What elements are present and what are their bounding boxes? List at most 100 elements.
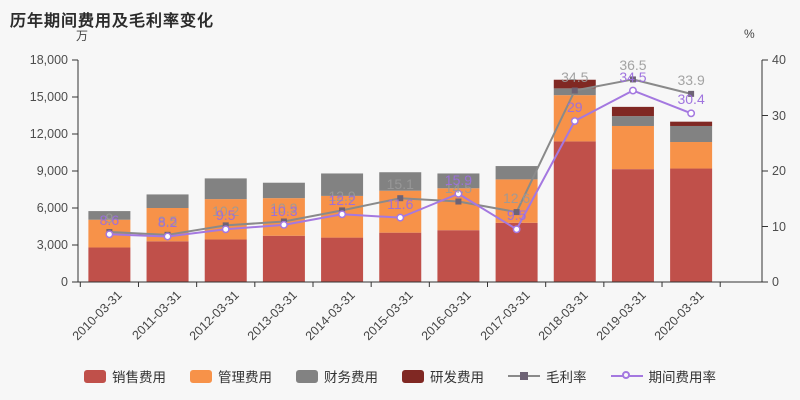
legend-swatch-icon	[296, 369, 318, 383]
legend-item-管理费用[interactable]: 管理费用	[190, 366, 272, 386]
legend-label: 毛利率	[546, 370, 587, 385]
bar-segment-管理费用[interactable]	[670, 142, 713, 169]
value-label-期间费用率: 10.3	[270, 202, 298, 219]
legend-item-研发费用[interactable]: 研发费用	[402, 366, 484, 386]
bar-segment-管理费用[interactable]	[262, 198, 305, 236]
bar-segment-财务费用[interactable]	[670, 125, 713, 143]
legend-label: 管理费用	[218, 370, 272, 385]
bar-segment-销售费用[interactable]	[321, 237, 364, 282]
bar-segment-销售费用[interactable]	[670, 168, 713, 282]
bar-segment-财务费用[interactable]	[321, 173, 364, 196]
right-axis-tick-label: 0	[772, 275, 779, 289]
value-label-毛利率: 33.9	[677, 71, 705, 88]
left-axis-tick-label: 18,000	[29, 53, 68, 67]
legend-swatch-icon	[402, 369, 424, 383]
legend-label: 期间费用率	[648, 370, 717, 385]
expense-ratio-marker	[338, 210, 347, 219]
gross-margin-marker	[629, 76, 636, 83]
gross-margin-marker	[455, 198, 462, 205]
legend-item-财务费用[interactable]: 财务费用	[296, 366, 378, 386]
left-axis-tick-label: 0	[61, 275, 68, 289]
value-label-毛利率: 10.9	[270, 199, 298, 216]
value-label-期间费用率: 8.2	[157, 214, 178, 231]
legend-item-毛利率[interactable]: 毛利率	[508, 366, 587, 386]
value-label-毛利率: 10.2	[212, 203, 240, 220]
left-axis-unit: 万	[75, 29, 88, 43]
bar-segment-财务费用[interactable]	[262, 182, 305, 199]
chart-title: 历年期间费用及毛利率变化	[10, 13, 215, 30]
value-label-期间费用率: 34.5	[619, 68, 647, 85]
bar-segment-财务费用[interactable]	[204, 178, 247, 200]
value-label-毛利率: 12.9	[328, 188, 356, 205]
legend-item-销售费用[interactable]: 销售费用	[84, 366, 166, 386]
right-axis-tick-label: 10	[772, 219, 786, 234]
bar-segment-管理费用[interactable]	[611, 125, 654, 170]
bar-segment-销售费用[interactable]	[146, 241, 189, 282]
bar-segment-研发费用[interactable]	[670, 121, 713, 126]
bar-segment-销售费用[interactable]	[88, 247, 131, 282]
expense-ratio-marker	[279, 220, 288, 229]
value-label-毛利率: 34.5	[561, 68, 589, 85]
value-label-期间费用率: 9.5	[215, 207, 236, 224]
value-label-毛利率: 8.5	[157, 212, 178, 229]
bar-segment-财务费用[interactable]	[495, 166, 538, 180]
value-label-毛利率: 15.1	[386, 176, 414, 193]
value-label-毛利率: 14.5	[444, 179, 473, 196]
right-axis-tick-label: 40	[772, 53, 786, 67]
legend-line-square-icon	[508, 369, 540, 383]
right-axis-tick-label: 20	[772, 164, 786, 178]
bar-segment-财务费用[interactable]	[611, 116, 654, 126]
expense-ratio-marker	[512, 225, 521, 234]
value-label-毛利率: 36.5	[619, 57, 647, 74]
expense-ratio-marker	[396, 213, 405, 222]
value-label-期间费用率: 15.9	[444, 171, 473, 188]
legend-label: 财务费用	[324, 370, 378, 385]
expense-ratio-marker	[628, 86, 637, 95]
bar-segment-销售费用[interactable]	[437, 230, 480, 282]
gross-margin-marker	[397, 195, 404, 202]
left-axis-tick-label: 12,000	[29, 127, 68, 141]
gross-margin-marker	[513, 209, 520, 216]
legend-item-期间费用率[interactable]: 期间费用率	[610, 366, 717, 386]
value-label-期间费用率: 8.6	[99, 212, 120, 229]
value-label-期间费用率: 12.2	[328, 192, 356, 209]
expense-ratio-marker	[163, 232, 172, 241]
bar-segment-财务费用[interactable]	[88, 211, 131, 220]
left-axis-tick-label: 3,000	[36, 238, 68, 252]
plot-area	[72, 59, 768, 287]
value-label-期间费用率: 9.5	[506, 207, 527, 224]
expense-ratio-marker	[454, 189, 463, 198]
expense-ratio-marker	[687, 109, 696, 118]
bar-segment-财务费用[interactable]	[379, 172, 422, 191]
legend-line-circle-icon	[610, 369, 643, 383]
value-label-期间费用率: 29	[566, 99, 583, 116]
left-axis-tick-label: 15,000	[29, 90, 68, 104]
right-axis-tick-label: 30	[772, 108, 786, 123]
legend: 销售费用 管理费用 财务费用 研发费用 毛利率 期间费用率	[0, 366, 800, 386]
legend-label: 研发费用	[430, 370, 484, 385]
value-label-期间费用率: 11.6	[387, 195, 414, 212]
gross-margin-marker	[571, 87, 578, 94]
bar-segment-销售费用[interactable]	[379, 232, 422, 282]
value-label-毛利率: 12.6	[502, 190, 531, 207]
bar-segment-销售费用[interactable]	[262, 235, 305, 282]
bar-segment-销售费用[interactable]	[611, 169, 654, 282]
left-axis-tick-label: 9,000	[36, 164, 68, 178]
legend-swatch-icon	[190, 369, 212, 383]
value-label-毛利率: 9	[105, 210, 114, 227]
bar-segment-销售费用[interactable]	[204, 239, 247, 282]
bar-segment-研发费用[interactable]	[553, 79, 596, 89]
expense-ratio-marker	[105, 230, 114, 239]
value-label-期间费用率: 30.4	[677, 91, 705, 108]
bar-segment-财务费用[interactable]	[437, 173, 480, 189]
legend-label: 销售费用	[112, 370, 166, 385]
bar-segment-财务费用[interactable]	[146, 194, 189, 208]
left-axis-tick-label: 6,000	[36, 201, 68, 215]
gross-margin-marker	[688, 90, 695, 97]
right-axis-unit: %	[744, 27, 755, 41]
legend-marker	[621, 371, 630, 379]
bar-segment-销售费用[interactable]	[553, 141, 596, 282]
bar-segment-管理费用[interactable]	[495, 179, 538, 223]
bar-segment-研发费用[interactable]	[611, 106, 654, 117]
expense-ratio-marker	[221, 225, 230, 234]
